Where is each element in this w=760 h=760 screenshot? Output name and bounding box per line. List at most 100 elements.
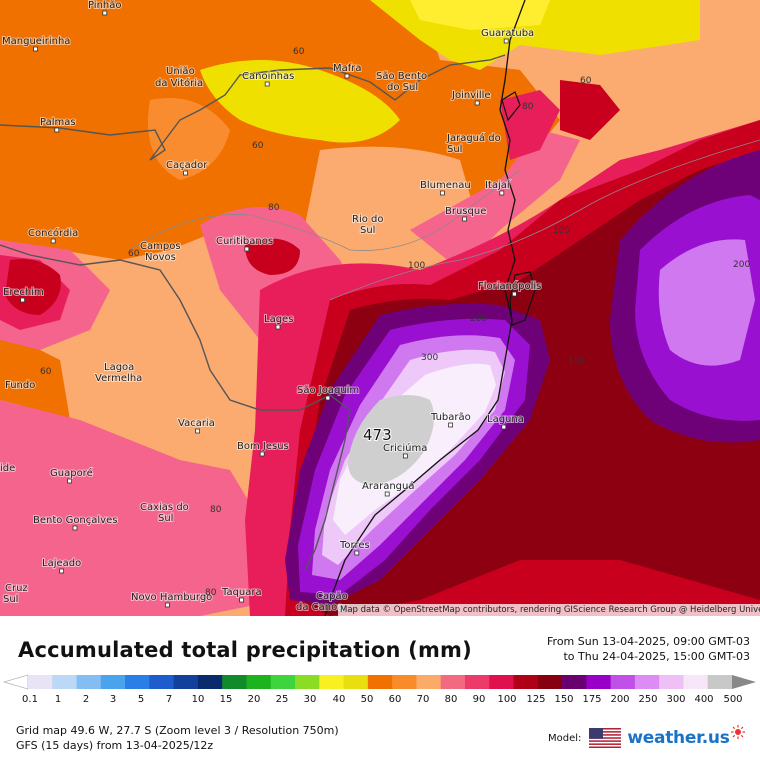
city-label: São Joaquim — [297, 385, 359, 396]
city-label: Sul — [3, 594, 18, 605]
city-marker-icon — [448, 422, 454, 428]
contour-label: 100 — [408, 261, 425, 271]
city-label: Florianópolis — [478, 280, 541, 292]
city-label: Brusque — [445, 206, 486, 217]
state-border-sc-rs — [0, 244, 351, 571]
contour-line-60 — [129, 169, 521, 251]
colorbar-cell — [367, 675, 393, 689]
sun-icon — [730, 725, 745, 739]
city-label: Concórdia — [28, 227, 78, 239]
field-250-east — [658, 239, 755, 366]
contour-label: 200 — [733, 260, 750, 270]
city-label: Novos — [145, 252, 176, 263]
colorbar-cell — [343, 675, 369, 689]
city-label: Bom Jesus — [237, 441, 289, 452]
colorbar-cell — [246, 675, 272, 689]
tick-label: 175 — [582, 694, 602, 705]
joinville-bay — [501, 91, 521, 122]
city-marker-icon — [183, 170, 189, 176]
colorbar-cell — [610, 675, 636, 689]
colorbar-cell — [52, 675, 78, 689]
field-500 — [348, 395, 434, 485]
city-marker-icon — [164, 602, 170, 608]
city-marker-icon — [264, 81, 270, 87]
grid-map-info: Grid map 49.6 W, 27.7 S (Zoom level 3 / … — [16, 724, 339, 737]
city-label: Lagoa — [104, 362, 134, 373]
city-marker-icon — [67, 478, 72, 484]
city-label: Caxias do — [140, 502, 189, 513]
colorbar-cell — [295, 675, 320, 689]
city-marker-icon — [239, 597, 245, 603]
city-label: da Vitória — [155, 77, 203, 89]
tick-label: 15 — [219, 694, 233, 705]
us-flag-icon — [589, 728, 622, 748]
contour-line-100 — [329, 139, 760, 301]
city-marker-icon — [354, 550, 360, 556]
city-marker-icon — [325, 395, 331, 401]
city-marker-icon — [72, 525, 78, 531]
tick-label: 500 — [723, 694, 743, 705]
city-label: Curitibanos — [216, 236, 273, 247]
date-to: to Thu 24-04-2025, 15:00 GMT-03 — [563, 650, 750, 663]
colorbar-cell — [562, 675, 587, 689]
city-label: Sul — [360, 225, 375, 236]
tick-label: 100 — [497, 694, 517, 705]
city-label: Palmas — [40, 117, 76, 128]
tick-label: 10 — [191, 694, 205, 705]
city-marker-icon — [50, 238, 56, 244]
city-label: Lajeado — [42, 558, 81, 569]
city-marker-icon — [20, 297, 26, 303]
colorbar-cell — [440, 675, 466, 689]
contour-label: 80 — [210, 505, 222, 515]
florianopolis-island — [509, 271, 536, 326]
city-label: Lages — [264, 314, 293, 325]
city-marker-icon — [54, 127, 60, 133]
colorbar-cell — [197, 675, 223, 689]
contour-label: 80 — [268, 203, 280, 213]
city-marker-icon — [344, 73, 350, 79]
tick-label: 50 — [360, 694, 374, 705]
field-125-ne — [560, 80, 620, 140]
model-run-info: GFS (15 days) from 13-04-2025/12z — [16, 739, 214, 752]
colorbar-cell — [125, 675, 150, 689]
colorbar-cell — [464, 675, 490, 689]
colorbar-cell — [489, 675, 515, 689]
city-label: Vacaria — [178, 418, 215, 429]
color-scale-bar — [2, 674, 756, 690]
colorbar-cell — [28, 675, 53, 689]
city-label: Pinhão — [88, 0, 122, 11]
tick-label: 20 — [247, 694, 261, 705]
city-marker-icon — [439, 190, 445, 196]
tick-label: 250 — [638, 694, 658, 705]
city-marker-icon — [244, 246, 250, 252]
model-credit: Model: weather.us — [548, 725, 745, 748]
tick-label: 125 — [526, 694, 546, 705]
city-marker-icon — [462, 216, 468, 222]
city-label: Criciúma — [383, 442, 427, 454]
tick-label: 40 — [332, 694, 346, 705]
field-90-b — [410, 130, 580, 270]
city-marker-icon — [259, 451, 265, 457]
field-yellow-central — [200, 60, 400, 143]
model-label: Model: — [548, 732, 582, 744]
city-marker-icon — [275, 324, 281, 330]
contour-label: 60 — [128, 249, 140, 259]
colorbar-cell — [173, 675, 199, 689]
city-label: Novo Hamburgo — [131, 592, 212, 603]
tick-label: 25 — [275, 694, 289, 705]
city-label: Campos — [140, 241, 181, 252]
max-value-label: 473 — [363, 426, 392, 444]
precipitation-map[interactable]: Pinhão Mangueirinha União da Vitória Canoinh… — [0, 0, 760, 616]
city-label: Blumenau — [420, 180, 471, 191]
city-label: Cruz — [5, 583, 28, 594]
colorbar-cell — [683, 675, 709, 689]
state-border-pr-sc — [0, 54, 506, 161]
colorbar-right-arrow — [732, 675, 756, 689]
city-label: Laguna — [487, 414, 524, 425]
city-label: do Sul — [387, 82, 418, 93]
colorbar-cell — [707, 675, 733, 689]
city-label: Torres — [339, 540, 370, 551]
contour-label: 60 — [40, 367, 52, 377]
legend-title: Accumulated total precipitation (mm) — [18, 638, 472, 662]
weather-us-logo[interactable]: weather.us — [627, 728, 730, 748]
